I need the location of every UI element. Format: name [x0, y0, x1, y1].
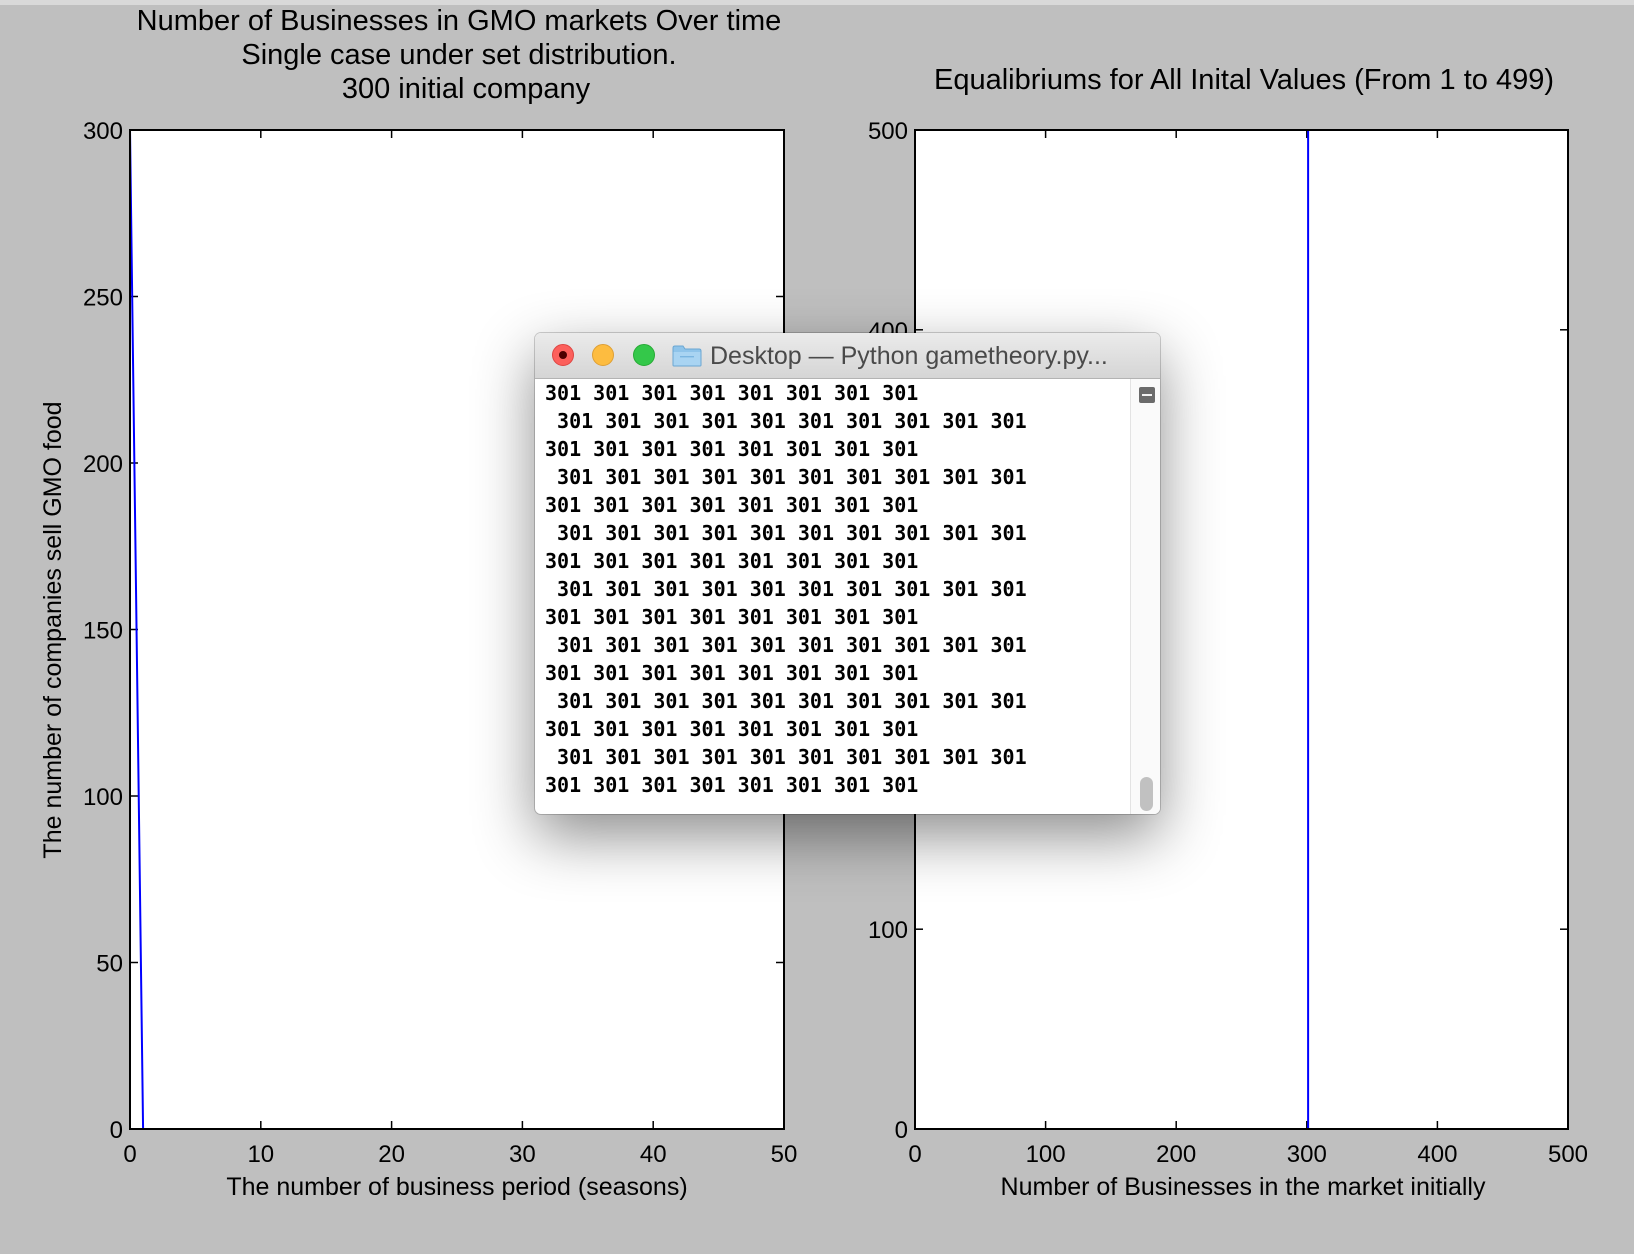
right-x-tick-label: 500 — [1548, 1141, 1588, 1168]
left-y-tick-label: 300 — [83, 118, 123, 145]
right-y-tick-label: 500 — [868, 118, 908, 145]
right-x-tick-label: 0 — [908, 1141, 921, 1168]
top-edge — [0, 0, 1634, 5]
terminal-output-line: 301 301 301 301 301 301 301 301 301 301 — [545, 465, 1027, 489]
left-y-tick-label: 0 — [110, 1117, 123, 1144]
zoom-window-button[interactable] — [633, 344, 655, 366]
left-x-tick-label: 40 — [640, 1141, 667, 1168]
right-chart-title: Equalibriums for All Inital Values (From… — [934, 64, 1554, 96]
terminal-output[interactable]: 301 301 301 301 301 301 301 301 301 301 … — [535, 379, 1130, 814]
terminal-window[interactable]: Desktop — Python gametheory.py... 301 30… — [535, 333, 1160, 814]
left-title-line-1: Number of Businesses in GMO markets Over… — [137, 5, 782, 37]
left-y-axis-label: The number of companies sell GMO food — [39, 401, 67, 858]
terminal-scrollbar[interactable] — [1130, 379, 1160, 814]
folder-icon — [672, 345, 702, 367]
close-dot-icon — [559, 351, 567, 359]
left-y-tick-label: 50 — [96, 951, 123, 978]
left-y-tick-label: 200 — [83, 451, 123, 478]
terminal-output-line: 301 301 301 301 301 301 301 301 301 301 — [545, 633, 1027, 657]
left-x-tick-label: 30 — [509, 1141, 536, 1168]
split-pane-icon[interactable] — [1139, 387, 1155, 403]
left-y-tick-label: 150 — [83, 618, 123, 645]
left-chart-title: Number of Businesses in GMO markets Over… — [137, 5, 782, 105]
right-x-tick-label: 100 — [1026, 1141, 1066, 1168]
terminal-output-line: 301 301 301 301 301 301 301 301 301 301 — [545, 577, 1027, 601]
left-y-tick-label: 100 — [83, 784, 123, 811]
terminal-output-line: 301 301 301 301 301 301 301 301 301 301 — [545, 689, 1027, 713]
terminal-output-line: 301 301 301 301 301 301 301 301 — [545, 549, 919, 573]
right-y-tick-label: 100 — [868, 917, 908, 944]
terminal-output-line: 301 301 301 301 301 301 301 301 — [545, 437, 919, 461]
left-title-line-3: 300 initial company — [342, 73, 591, 105]
terminal-output-line: 301 301 301 301 301 301 301 301 — [545, 773, 919, 797]
right-y-tick-label: 0 — [895, 1117, 908, 1144]
left-x-tick-label: 20 — [378, 1141, 405, 1168]
scrollbar-thumb[interactable] — [1140, 777, 1153, 811]
terminal-output-line: 301 301 301 301 301 301 301 301 — [545, 717, 919, 741]
terminal-output-line: 301 301 301 301 301 301 301 301 — [545, 661, 919, 685]
left-x-axis-label: The number of business period (seasons) — [226, 1173, 687, 1201]
terminal-output-line: 301 301 301 301 301 301 301 301 — [545, 605, 919, 629]
left-x-tick-label: 50 — [771, 1141, 798, 1168]
left-x-tick-label: 0 — [123, 1141, 136, 1168]
terminal-output-line: 301 301 301 301 301 301 301 301 — [545, 381, 919, 405]
right-x-axis-label: Number of Businesses in the market initi… — [1001, 1173, 1486, 1201]
terminal-titlebar[interactable]: Desktop — Python gametheory.py... — [535, 333, 1160, 379]
right-x-tick-label: 200 — [1156, 1141, 1196, 1168]
minimize-window-button[interactable] — [592, 344, 614, 366]
terminal-output-line: 301 301 301 301 301 301 301 301 301 301 — [545, 521, 1027, 545]
right-x-tick-label: 400 — [1417, 1141, 1457, 1168]
terminal-window-title: Desktop — Python gametheory.py... — [710, 342, 1108, 370]
terminal-output-line: 301 301 301 301 301 301 301 301 301 301 — [545, 409, 1027, 433]
left-title-line-2: Single case under set distribution. — [241, 39, 676, 71]
left-y-tick-label: 250 — [83, 285, 123, 312]
left-x-tick-label: 10 — [247, 1141, 274, 1168]
terminal-output-line: 301 301 301 301 301 301 301 301 — [545, 493, 919, 517]
right-x-tick-label: 300 — [1287, 1141, 1327, 1168]
terminal-output-line: 301 301 301 301 301 301 301 301 301 301 — [545, 745, 1027, 769]
close-window-button[interactable] — [552, 344, 574, 366]
